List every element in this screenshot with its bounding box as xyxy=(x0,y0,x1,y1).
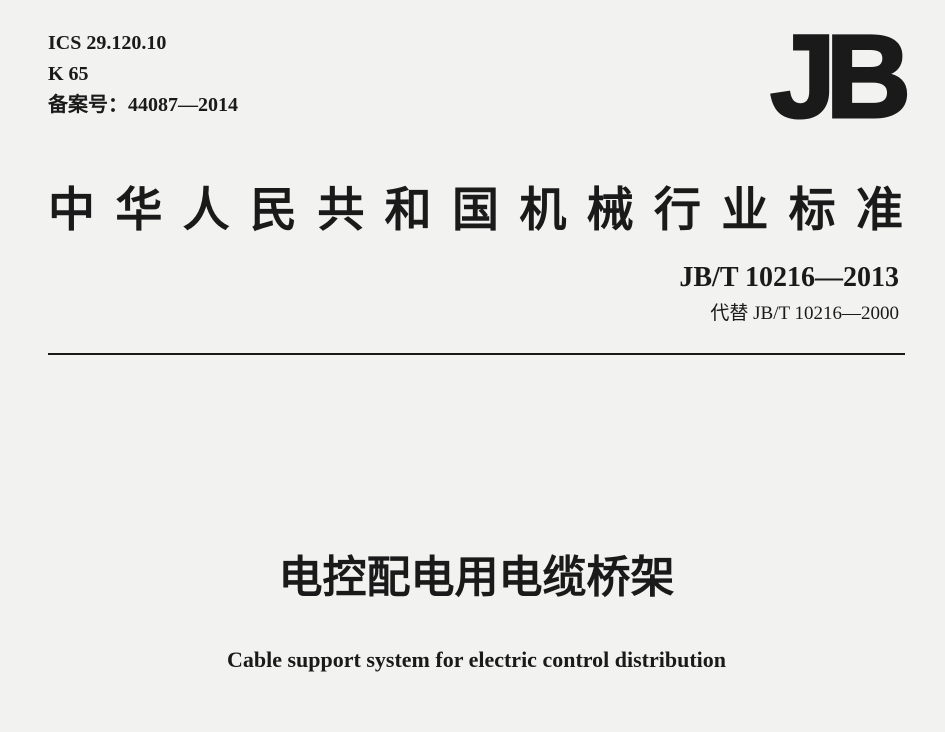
document-title-english: Cable support system for electric contro… xyxy=(48,647,905,673)
document-title-chinese: 电控配电用电缆桥架 xyxy=(48,541,905,605)
replaces-code: JB/T 10216—2000 xyxy=(753,303,899,324)
jb-logo: JB xyxy=(770,18,901,136)
standard-number-block: JB/T 10216—2013 代替 JB/T 10216—2000 xyxy=(48,262,905,325)
standard-number: JB/T 10216—2013 xyxy=(48,262,899,294)
standard-replaces: 代替 JB/T 10216—2000 xyxy=(48,298,899,325)
divider-rule xyxy=(48,353,905,355)
organization-title: 中华人民共和国机械行业标准 xyxy=(48,171,905,240)
replaces-prefix: 代替 xyxy=(710,303,753,324)
